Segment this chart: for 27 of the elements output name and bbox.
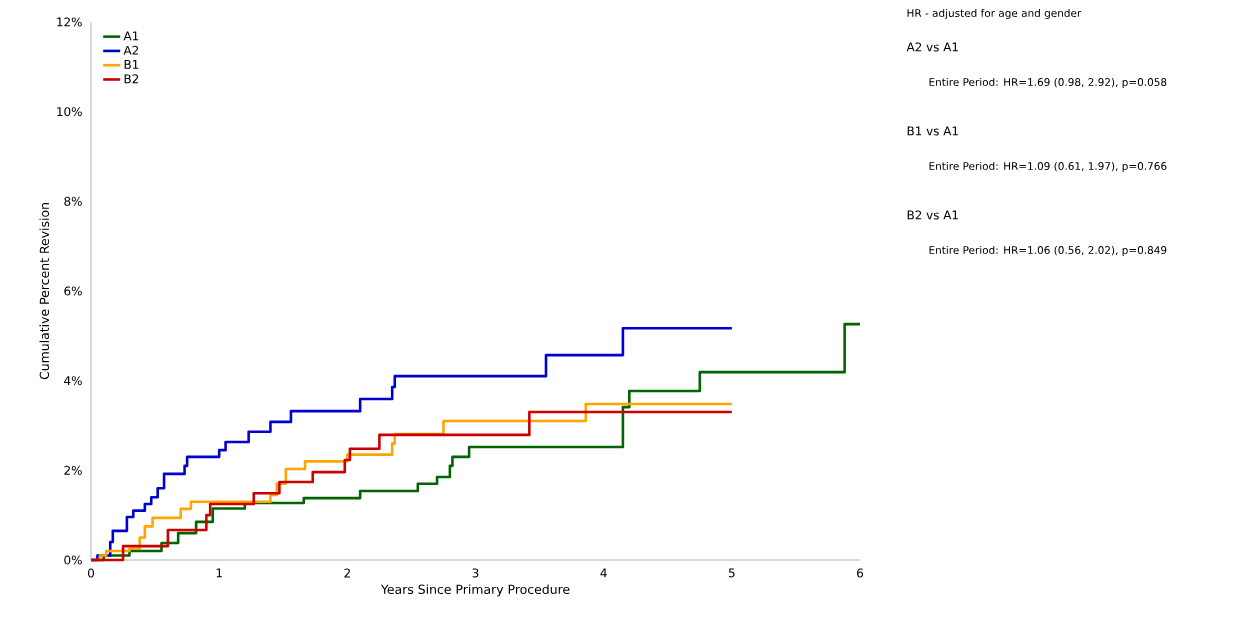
- x-tick-label: 2: [344, 568, 350, 578]
- y-tick-label: 10%: [57, 107, 82, 117]
- x-tick-label: 3: [472, 568, 479, 578]
- legend-label: A2: [123, 45, 139, 55]
- y-tick-label: 12%: [57, 17, 82, 27]
- legend-label: A1: [123, 31, 139, 41]
- y-tick-label: 0%: [64, 555, 82, 565]
- x-tick-label: 0: [87, 568, 95, 578]
- x-tick-label: 4: [600, 568, 607, 578]
- text: B1 vs A1: [907, 126, 958, 136]
- text: B2 vs A1: [907, 210, 958, 220]
- y-tick-label: 4%: [64, 376, 82, 386]
- y-tick-label: 8%: [64, 196, 82, 206]
- text: Entire Period: HR=1.69 (0.98, 2.92), p=0.058: [929, 77, 1167, 89]
- y-axis-title: Cumulative Percent Revision: [39, 203, 50, 380]
- text: Entire Period: HR=1.09 (0.61, 1.97), p=0.766: [929, 161, 1167, 173]
- x-tick-label: 1: [216, 568, 222, 578]
- text: Entire Period: HR=1.06 (0.56, 2.02), p=0.849: [929, 245, 1167, 257]
- x-tick-label: 6: [857, 568, 864, 578]
- y-tick-label: 2%: [64, 465, 82, 475]
- legend-label: B2: [124, 74, 139, 84]
- text: A2 vs A1: [906, 42, 958, 52]
- text: HR - adjusted for age and gender: [907, 8, 1082, 20]
- y-tick-label: 6%: [64, 286, 82, 296]
- x-axis-title: Years Since Primary Procedure: [380, 584, 570, 597]
- x-tick-label: 5: [728, 568, 735, 578]
- legend-label: B1: [124, 60, 139, 69]
